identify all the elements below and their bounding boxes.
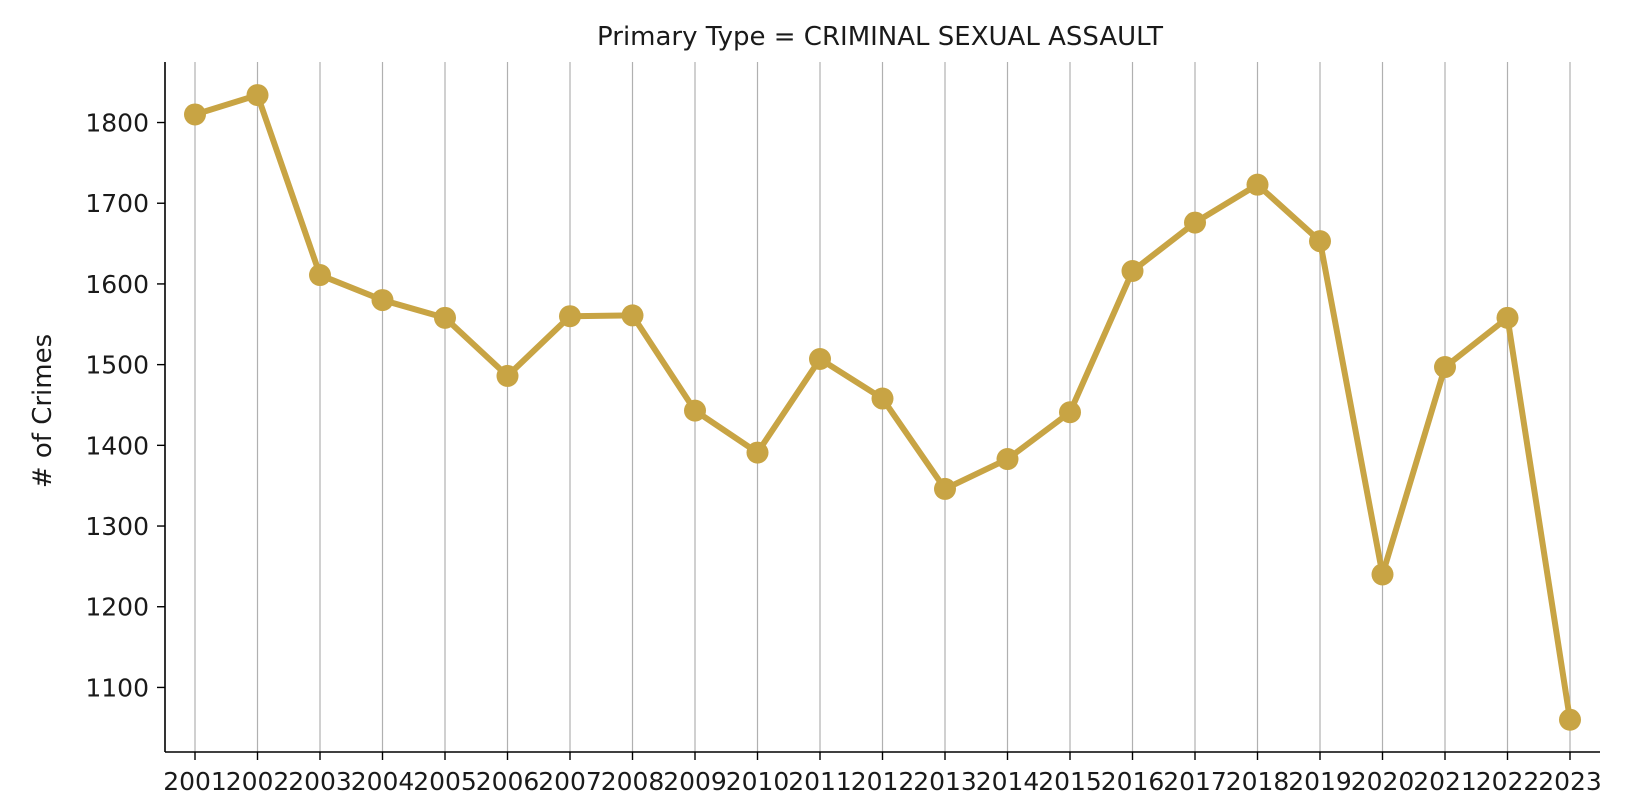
y-tick-label: 1700 (85, 189, 149, 218)
data-point (871, 387, 894, 410)
data-point (1496, 306, 1519, 329)
x-tick-label: 2010 (726, 767, 790, 796)
x-tick-label: 2014 (976, 767, 1040, 796)
y-tick-label: 1500 (85, 351, 149, 380)
x-tick-label: 2003 (288, 767, 352, 796)
data-point (1184, 211, 1206, 234)
x-tick-label: 2001 (163, 767, 227, 796)
data-point (621, 304, 644, 327)
x-tick-label: 2002 (226, 767, 290, 796)
x-tick-label: 2015 (1038, 767, 1102, 796)
data-point (1559, 708, 1581, 731)
x-tick-label: 2006 (476, 767, 540, 796)
y-tick-label: 1800 (85, 109, 149, 138)
x-tick-label: 2023 (1538, 767, 1602, 796)
data-point (996, 448, 1019, 471)
chart-title: Primary Type = CRIMINAL SEXUAL ASSAULT (597, 22, 1163, 52)
x-tick-label: 2011 (788, 767, 852, 796)
data-point (809, 347, 831, 370)
x-tick-label: 2004 (351, 767, 415, 796)
x-tick-label: 2017 (1163, 767, 1227, 796)
data-point (434, 306, 456, 329)
data-point (184, 103, 206, 126)
data-point (371, 289, 394, 312)
data-point (309, 264, 331, 287)
x-tick-label: 2016 (1101, 767, 1165, 796)
data-point (1309, 230, 1331, 253)
x-tick-label: 2020 (1351, 767, 1415, 796)
y-tick-label: 1400 (85, 431, 149, 460)
x-tick-label: 2018 (1226, 767, 1290, 796)
data-point (934, 477, 956, 500)
x-tick-label: 2012 (851, 767, 915, 796)
x-tick-label: 2009 (663, 767, 727, 796)
y-tick-label: 1600 (85, 270, 149, 299)
data-point (1059, 401, 1081, 424)
x-tick-label: 2019 (1288, 767, 1352, 796)
data-point (496, 364, 519, 387)
x-tick-label: 2005 (413, 767, 477, 796)
data-point (1121, 260, 1144, 283)
data-point (1371, 563, 1394, 586)
data-point (1434, 356, 1456, 379)
data-point (559, 305, 581, 328)
data-point (246, 84, 269, 107)
y-tick-label: 1100 (85, 673, 149, 702)
y-tick-label: 1200 (85, 593, 149, 622)
data-point (684, 399, 706, 422)
x-tick-label: 2007 (538, 767, 602, 796)
x-tick-label: 2013 (913, 767, 977, 796)
y-axis-label: # of Crimes (28, 334, 58, 488)
data-point (746, 441, 769, 464)
grid-lines (194, 62, 1571, 752)
x-tick-label: 2021 (1413, 767, 1477, 796)
y-tick-label: 1300 (85, 512, 149, 541)
tick-labels: 2001200220032004200520062007200820092010… (85, 109, 1601, 796)
x-tick-label: 2008 (601, 767, 665, 796)
x-tick-label: 2022 (1476, 767, 1540, 796)
data-point (1246, 173, 1269, 196)
series-layer (184, 84, 1581, 731)
